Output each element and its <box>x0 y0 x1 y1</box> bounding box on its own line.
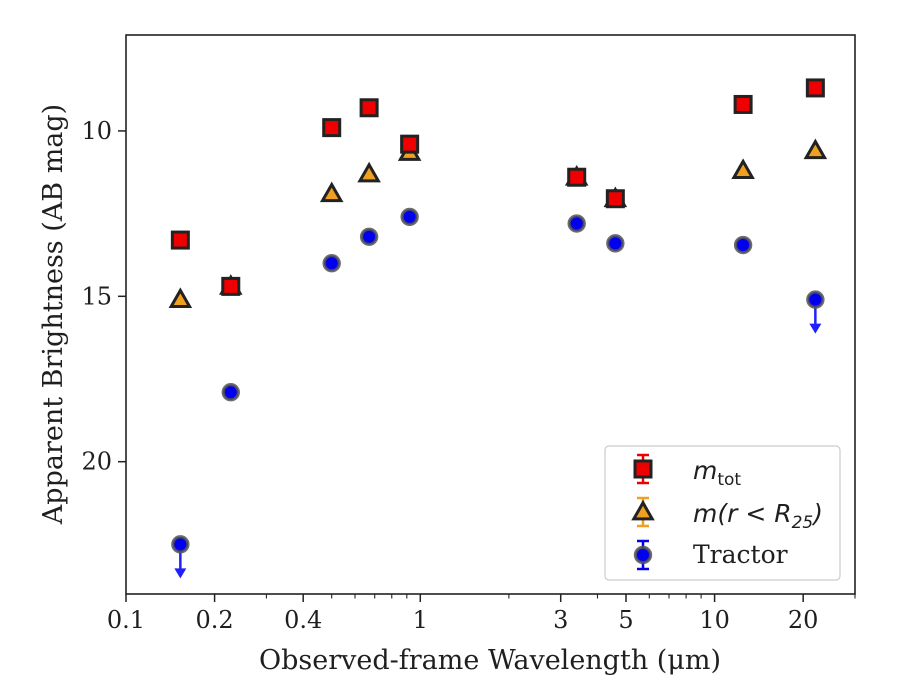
y-axis: 10 15 20 <box>81 117 126 476</box>
square-point <box>567 167 587 187</box>
triangle-point <box>319 181 344 203</box>
square-point <box>170 230 190 250</box>
y-tick-label: 10 <box>81 117 112 145</box>
legend-label-mr25: m(r < R25) <box>693 499 823 533</box>
triangle-point <box>357 161 381 183</box>
x-tick-label: 0.2 <box>196 606 234 634</box>
x-tick-label: 0.4 <box>284 606 322 634</box>
series-square-group <box>170 78 825 296</box>
data-series <box>168 78 828 579</box>
legend: mtot m(r < R25) Tractor <box>604 445 841 581</box>
x-tick-label: 20 <box>788 606 819 634</box>
legend-circle-marker <box>633 545 653 565</box>
circle-point <box>359 227 379 246</box>
legend-square-marker <box>633 459 653 479</box>
square-point <box>400 134 420 154</box>
circle-point <box>606 234 625 253</box>
circle-point <box>221 383 240 402</box>
circle-point <box>171 535 190 554</box>
triangle-point <box>168 287 193 309</box>
legend-frame <box>604 445 841 581</box>
legend-markers <box>631 453 655 571</box>
circle-point <box>733 235 753 255</box>
circle-point <box>806 290 825 309</box>
x-tick-label: 5 <box>618 606 633 634</box>
upper-limit-arrowhead <box>809 323 822 334</box>
legend-label-mtot: mtot <box>693 456 741 490</box>
y-tick-label: 20 <box>81 448 112 476</box>
square-point <box>322 118 342 138</box>
x-tick-label: 3 <box>553 606 568 634</box>
legend-label-tractor: Tractor <box>693 540 788 569</box>
triangle-point <box>803 138 828 160</box>
square-point <box>359 98 379 118</box>
series-circle-group <box>171 207 825 579</box>
square-point <box>733 94 753 114</box>
square-point <box>605 189 625 209</box>
circle-point <box>322 254 341 273</box>
triangle-point <box>731 158 755 180</box>
y-axis-label: Apparent Brightness (AB mag) <box>38 104 69 525</box>
x-axis-label: Observed-frame Wavelength (μm) <box>259 645 721 676</box>
x-tick-label: 0.1 <box>107 606 145 634</box>
circle-point <box>567 214 586 233</box>
x-tick-label: 1 <box>413 606 428 634</box>
x-tick-label: 10 <box>699 606 730 634</box>
x-axis: 0.1 0.2 0.4 1 3 5 10 20 <box>107 594 856 634</box>
square-point <box>221 276 241 296</box>
upper-limit-arrowhead <box>174 568 187 579</box>
circle-point <box>400 207 419 227</box>
square-point <box>805 78 825 98</box>
legend-triangle-marker <box>631 499 655 521</box>
y-tick-label: 15 <box>81 282 112 310</box>
